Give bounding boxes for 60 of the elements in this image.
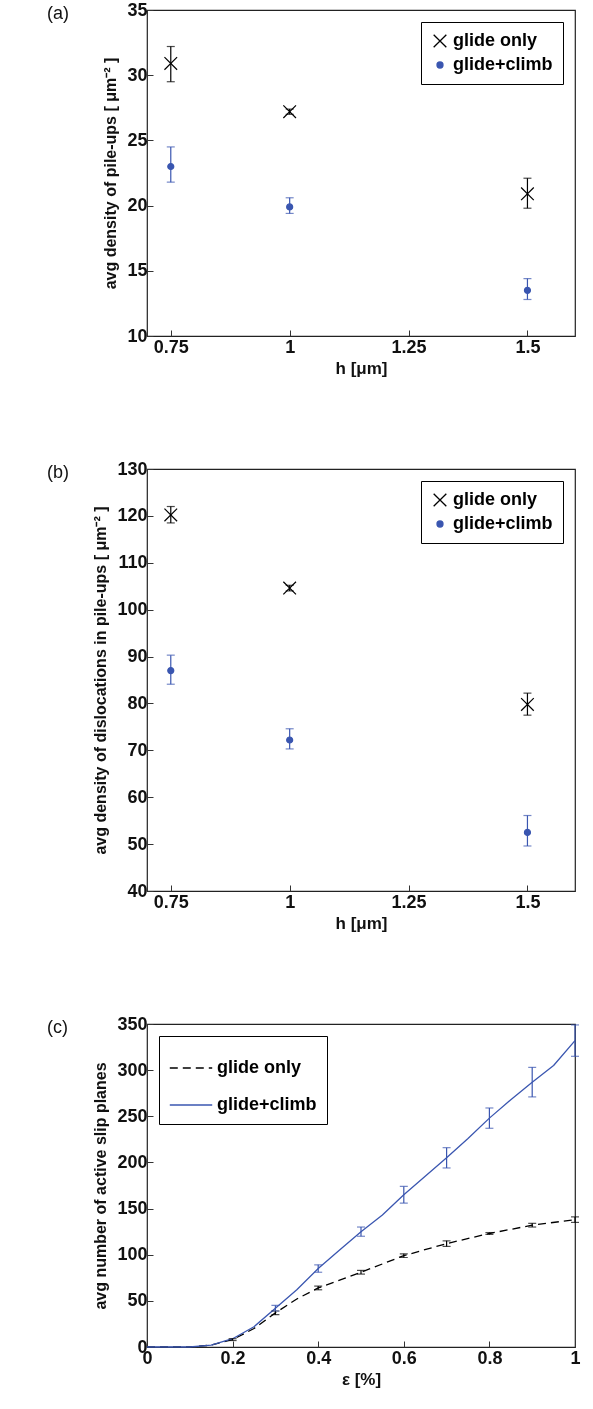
y-tick-label: 130 [117,458,148,479]
y-tick-label: 110 [118,552,148,573]
y-tick-label: 50 [127,1290,148,1311]
y-tick-label: 90 [127,646,148,667]
x-tick-label: 1 [570,1347,581,1368]
y-axis-title: avg density of pile-ups [ μm⁻² ] [102,57,120,290]
x-tick-label: 0.2 [220,1347,246,1368]
point [163,56,178,71]
chart-title: (b) [47,462,69,482]
x-tick-label: 1 [285,336,296,357]
point [523,828,532,836]
x-axis-title: ε [%] [341,1369,382,1389]
y-tick-label: 250 [117,1105,148,1126]
y-axis-title: avg density of dislocations in pile-ups [ μm⁻² ] [92,506,110,855]
y-tick-label: 35 [127,0,148,20]
point [163,508,178,522]
y-tick-label: 70 [127,739,148,760]
x-tick-label: 0.75 [153,336,189,357]
x-tick-label: 1.5 [515,891,541,912]
x-tick-label: 0.4 [306,1347,332,1368]
point [286,736,294,744]
x-axis-title: h [μm] [335,358,388,378]
y-tick-label: 30 [127,64,148,85]
point [520,697,535,712]
legend-label: glide only [453,489,538,509]
x-tick-label: 1.5 [515,336,541,357]
y-tick-label: 80 [127,692,148,713]
point [282,104,297,119]
y-tick-label: 350 [117,1013,148,1034]
chart-title: (a) [47,3,69,23]
legend-label: glide+climb [453,54,553,74]
y-axis-title: avg number of active slip planes [92,1062,110,1310]
y-tick-label: 200 [117,1151,148,1172]
legend-label: glide+climb [217,1094,317,1114]
y-tick-label: 60 [127,786,148,807]
y-tick-label: 15 [127,260,148,281]
legend-label: glide only [217,1057,302,1077]
y-tick-label: 120 [117,505,148,526]
x-tick-label: 1.25 [391,891,427,912]
y-tick-label: 100 [117,1244,148,1265]
point [523,286,532,294]
y-tick-label: 100 [117,599,148,620]
x-axis-title: h [μm] [335,913,388,933]
y-tick-label: 25 [127,129,148,150]
x-tick-label: 0.75 [153,891,189,912]
y-tick-label: 10 [127,325,148,346]
y-tick-label: 50 [127,833,148,854]
point [520,186,535,201]
chart-title: (c) [47,1017,68,1037]
y-tick-label: 150 [117,1198,148,1219]
legend-label: glide only [453,30,538,50]
x-tick-label: 0.8 [477,1347,503,1368]
y-tick-label: 40 [127,880,148,901]
x-tick-label: 1 [285,891,296,912]
x-tick-label: 1.25 [391,336,427,357]
y-tick-label: 20 [127,195,148,216]
x-tick-label: 0.6 [391,1347,417,1368]
legend-label: glide+climb [453,513,553,533]
point [282,581,297,596]
y-tick-label: 300 [117,1059,148,1080]
